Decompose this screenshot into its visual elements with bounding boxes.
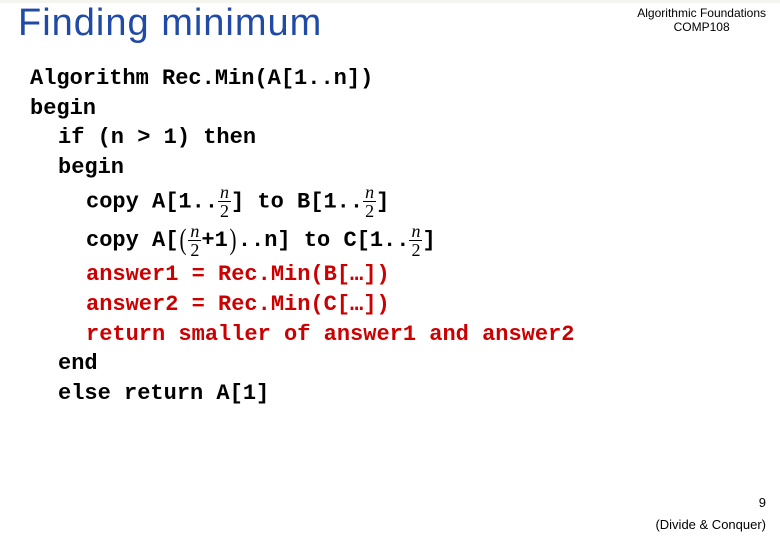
kw-algorithm: Algorithm bbox=[30, 66, 149, 91]
algorithm-block: Algorithm Rec.Min(A[1..n]) begin if (n >… bbox=[30, 64, 574, 409]
algo-line-0: Algorithm Rec.Min(A[1..n]) bbox=[30, 64, 574, 94]
algo-line-2: if (n > 1) then bbox=[30, 123, 574, 153]
algo-line-10: else return A[1] bbox=[30, 379, 574, 409]
algo-l5c: ..n] to C[1.. bbox=[238, 228, 410, 253]
algo-l4c: ] bbox=[376, 189, 389, 214]
course-label: Algorithmic Foundations COMP108 bbox=[637, 6, 766, 35]
fraction-icon: n2 bbox=[409, 222, 422, 259]
algo-line-9: end bbox=[30, 349, 574, 379]
algo-l5b: +1 bbox=[201, 228, 227, 253]
fraction-icon: n2 bbox=[363, 183, 376, 220]
algo-line-1: begin bbox=[30, 94, 574, 124]
course-name: Algorithmic Foundations bbox=[637, 6, 766, 20]
algo-l4a: copy A[1.. bbox=[86, 189, 218, 214]
algo-line-4: copy A[1..n2] to B[1..n2] bbox=[30, 183, 574, 220]
algo-l5a: copy A[ bbox=[86, 228, 178, 253]
fraction-icon: n2 bbox=[218, 183, 231, 220]
algo-l5d: ] bbox=[422, 228, 435, 253]
algo-line-7: answer2 = Rec.Min(C[…]) bbox=[30, 290, 574, 320]
algo-line-5: copy A[(n2+1)..n] to C[1..n2] bbox=[30, 220, 574, 261]
algo-line-6: answer1 = Rec.Min(B[…]) bbox=[30, 260, 574, 290]
algo-line-8: return smaller of answer1 and answer2 bbox=[30, 320, 574, 350]
rparen-icon: ) bbox=[229, 220, 236, 261]
algo-line-3: begin bbox=[30, 153, 574, 183]
footer-label: (Divide & Conquer) bbox=[655, 517, 766, 532]
lparen-icon: ( bbox=[180, 220, 187, 261]
course-code: COMP108 bbox=[674, 20, 730, 34]
algo-l4b: ] to B[1.. bbox=[231, 189, 363, 214]
fraction-icon: n2 bbox=[188, 222, 201, 259]
page-number: 9 bbox=[759, 495, 766, 510]
algo-sig: Rec.Min(A[1..n]) bbox=[149, 66, 373, 91]
slide-title: Finding minimum bbox=[18, 2, 322, 45]
